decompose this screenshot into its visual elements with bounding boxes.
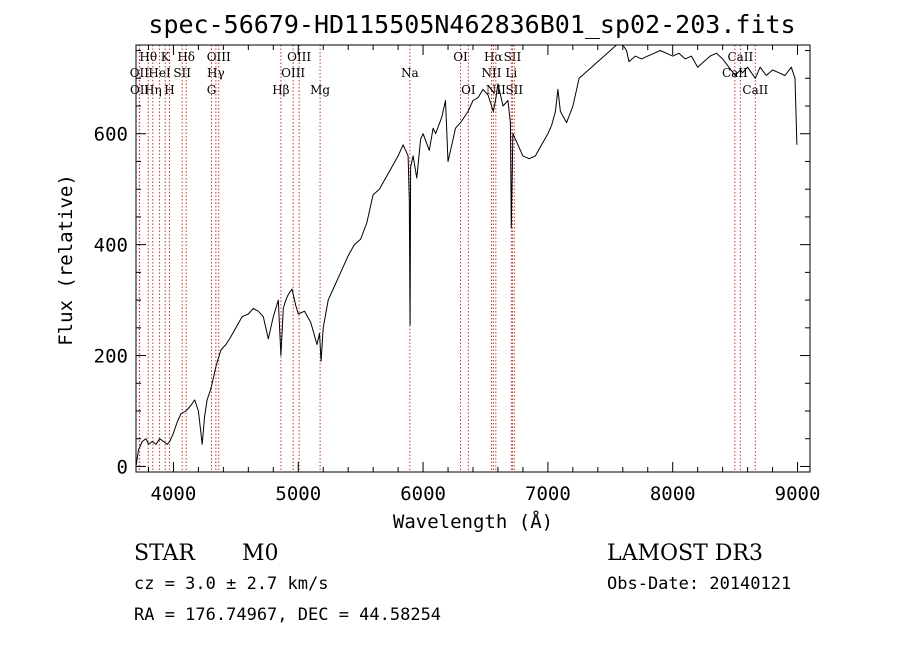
obs-date: Obs-Date: 20140121 [607, 574, 791, 594]
line-marker-label: CaII [742, 83, 768, 97]
x-tick-label: 6000 [400, 483, 446, 505]
line-marker-label: NII [481, 66, 501, 80]
line-marker-label: H [164, 83, 174, 97]
x-tick-label: 7000 [525, 483, 571, 505]
line-marker-label: G [207, 83, 217, 97]
line-marker-label: Hθ [139, 50, 157, 64]
line-marker-label: SII [173, 66, 191, 80]
line-marker-label: Hδ [177, 50, 195, 64]
x-axis: 4000 5000 6000 7000 8000 9000 [147, 45, 821, 505]
redshift-cz: cz = 3.0 ± 2.7 km/s [134, 574, 328, 594]
line-marker-label: SII [505, 83, 523, 97]
line-marker-label: OI [461, 83, 476, 97]
x-tick-label: 5000 [275, 483, 321, 505]
line-marker-label: HeI [148, 66, 171, 80]
x-tick-label: 4000 [151, 483, 197, 505]
y-tick-label: 200 [94, 346, 128, 368]
chart-title: spec-56679-HD115505N462836B01_sp02-203.f… [148, 10, 795, 39]
plot-area [135, 44, 798, 467]
line-marker-label: Mg [310, 83, 330, 97]
line-marker-label: CaII [727, 50, 753, 64]
survey-name: LAMOST DR3 [607, 541, 763, 566]
y-tick-label: 600 [94, 124, 128, 146]
y-axis-label: Flux (relative) [55, 174, 77, 346]
line-marker-label: SII [504, 50, 522, 64]
line-marker-label: OII [130, 83, 150, 97]
flux-series-line [135, 44, 798, 467]
line-marker-label: Hγ [207, 66, 225, 80]
x-axis-label: Wavelength (Å) [393, 510, 553, 533]
line-marker-label: Hη [144, 83, 162, 97]
line-marker-label: OIII [287, 50, 311, 64]
line-marker-label: OIII [207, 50, 231, 64]
x-tick-label: 8000 [650, 483, 696, 505]
object-subclass: M0 [242, 541, 279, 566]
line-marker-label: OIII [281, 66, 305, 80]
line-marker-label: K [161, 50, 171, 64]
line-marker-label: NII [486, 83, 506, 97]
line-marker-label: OI [453, 50, 468, 64]
object-class: STAR [134, 541, 196, 566]
line-marker-label: Hα [484, 50, 503, 64]
plot-frame [135, 44, 811, 473]
y-tick-label: 0 [117, 456, 128, 478]
x-tick-label: 9000 [775, 483, 821, 505]
line-marker-label: Li [505, 66, 517, 80]
y-tick-label: 400 [94, 235, 128, 257]
y-axis: 0 200 400 600 [94, 50, 810, 478]
coordinates: RA = 176.74967, DEC = 44.58254 [134, 605, 441, 625]
line-marker-label: Na [401, 66, 419, 80]
line-marker-label: CaII [722, 66, 748, 80]
line-marker-label: Hβ [272, 83, 289, 97]
